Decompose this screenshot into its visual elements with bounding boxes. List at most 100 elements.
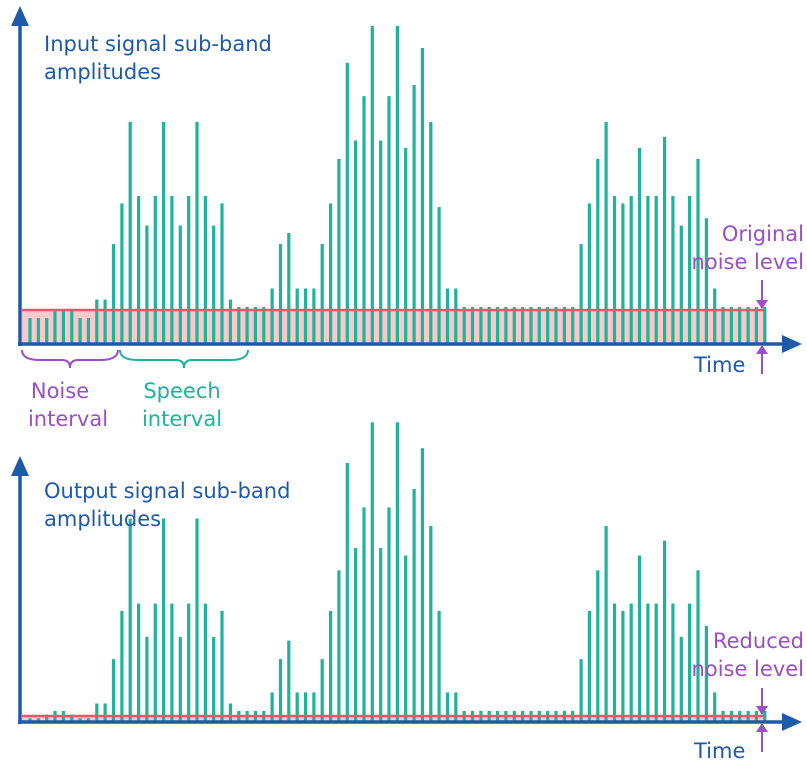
input-bar-73: [629, 196, 633, 344]
input-bar-49: [429, 122, 433, 344]
input-bar-79: [679, 225, 683, 344]
input-bar-19: [178, 225, 182, 344]
input-bar-55: [479, 307, 483, 344]
output-bar-70: [604, 525, 608, 722]
input-bar-9: [95, 299, 99, 344]
input-bar-29: [262, 307, 266, 344]
input-bar-46: [404, 147, 408, 344]
input-bar-44: [387, 96, 391, 344]
input-bar-45: [395, 25, 399, 345]
input-bar-20: [187, 196, 191, 344]
input-bar-24: [220, 203, 224, 344]
input-bar-23: [212, 225, 216, 344]
input-bar-27: [245, 307, 249, 344]
output-bars-group: [28, 422, 767, 722]
output-bar-83: [713, 692, 717, 722]
output-bar-20: [187, 603, 191, 722]
input-bar-81: [696, 159, 700, 344]
top-title-line1: Input signal sub-band: [44, 32, 272, 56]
input-bar-8: [86, 318, 90, 344]
input-bar-13: [128, 122, 132, 344]
input-bar-60: [521, 307, 525, 344]
output-bar-42: [370, 422, 374, 722]
output-bar-47: [412, 488, 416, 722]
input-bar-4: [53, 310, 57, 344]
output-bar-30: [270, 692, 274, 722]
input-bar-40: [354, 140, 358, 344]
output-bar-9: [95, 703, 99, 722]
input-bars-group: [28, 25, 767, 345]
input-bar-87: [746, 307, 750, 344]
output-bar-17: [162, 518, 166, 722]
output-bar-7: [78, 718, 82, 722]
output-bar-24: [220, 611, 224, 722]
reduced-label-line1: Reduced: [713, 629, 804, 653]
input-bar-47: [412, 85, 416, 344]
output-bar-6: [70, 714, 74, 722]
top-y-axis-arrow: [11, 6, 29, 26]
output-bar-21: [195, 518, 199, 722]
output-bar-50: [437, 611, 441, 722]
speech-interval-line1: Speech: [143, 379, 220, 403]
input-bar-50: [437, 207, 441, 344]
input-bar-76: [654, 196, 658, 344]
output-bar-34: [303, 692, 308, 722]
bottom-panel: Output signal sub-band amplitudes Time R…: [11, 422, 804, 760]
output-bar-14: [137, 603, 141, 722]
input-bar-67: [579, 244, 583, 344]
input-bar-75: [646, 196, 650, 344]
input-bar-25: [228, 299, 232, 344]
bottom-title-line2: amplitudes: [44, 507, 161, 531]
output-bar-44: [387, 507, 391, 722]
output-bar-71: [612, 603, 617, 722]
input-bar-22: [203, 196, 207, 344]
output-bar-22: [203, 603, 207, 722]
input-bar-74: [637, 147, 642, 344]
speech-interval-brace: [119, 349, 249, 369]
input-bar-84: [721, 307, 725, 344]
output-bar-52: [454, 692, 458, 722]
output-bar-13: [128, 518, 132, 722]
output-bar-36: [320, 659, 324, 722]
top-x-axis-arrow: [782, 335, 802, 353]
input-bar-42: [370, 25, 374, 345]
input-bar-71: [612, 196, 617, 344]
input-bar-33: [295, 288, 299, 344]
output-bar-31: [278, 659, 283, 722]
output-bar-89: [763, 710, 767, 722]
input-bar-1: [28, 318, 32, 344]
input-bar-16: [153, 196, 157, 344]
output-bar-10: [103, 703, 107, 722]
input-bar-83: [713, 288, 717, 344]
output-bar-19: [178, 636, 182, 722]
output-bar-80: [688, 603, 692, 722]
noise-interval-brace: [21, 349, 119, 369]
reduced-noise-level-marker: [756, 688, 768, 752]
output-bar-77: [663, 540, 667, 722]
output-bar-8: [86, 718, 90, 722]
input-bar-30: [270, 288, 274, 344]
input-bar-69: [596, 159, 600, 344]
output-bar-35: [312, 692, 316, 722]
output-bar-32: [287, 640, 291, 722]
input-bar-18: [170, 196, 174, 344]
input-bar-56: [487, 307, 491, 344]
input-bar-43: [379, 140, 383, 344]
input-bar-78: [671, 196, 675, 344]
reduced-label-line2: noise level: [692, 657, 804, 681]
input-bar-62: [537, 307, 541, 344]
input-bar-17: [162, 122, 166, 344]
output-bar-33: [295, 692, 299, 722]
output-bar-81: [696, 570, 700, 722]
input-bar-68: [587, 203, 591, 344]
output-bar-11: [111, 659, 116, 722]
input-bar-65: [562, 307, 566, 344]
input-bar-37: [329, 203, 333, 344]
input-bar-2: [36, 318, 40, 344]
input-bar-54: [470, 307, 475, 344]
input-bar-63: [546, 307, 550, 344]
input-bar-10: [103, 299, 107, 344]
input-bar-28: [253, 307, 257, 344]
output-bar-48: [420, 448, 424, 722]
